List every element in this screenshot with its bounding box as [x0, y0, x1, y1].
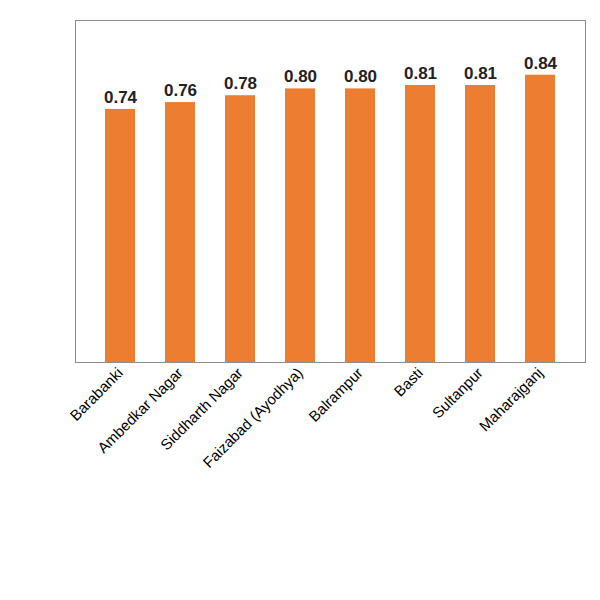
svg-text:Barabanki: Barabanki: [66, 364, 126, 424]
svg-text:0.76: 0.76: [164, 81, 197, 100]
svg-text:Ambedkar Nagar: Ambedkar Nagar: [93, 364, 186, 457]
svg-text:0.78: 0.78: [224, 74, 257, 93]
svg-text:Siddharth Nagar: Siddharth Nagar: [156, 364, 246, 454]
svg-text:0.74: 0.74: [104, 88, 138, 107]
svg-text:Faizabad (Ayodhya): Faizabad (Ayodhya): [199, 364, 306, 471]
svg-text:0.84: 0.84: [524, 54, 558, 73]
svg-text:Sultanpur: Sultanpur: [429, 364, 486, 421]
svg-text:Basti: Basti: [390, 364, 426, 400]
svg-text:Maharajganj: Maharajganj: [476, 364, 546, 434]
svg-text:Balrampur: Balrampur: [305, 364, 366, 425]
svg-text:0.81: 0.81: [404, 64, 437, 83]
svg-text:0.81: 0.81: [464, 64, 497, 83]
svg-text:0.80: 0.80: [344, 67, 377, 86]
svg-text:0.80: 0.80: [284, 67, 317, 86]
